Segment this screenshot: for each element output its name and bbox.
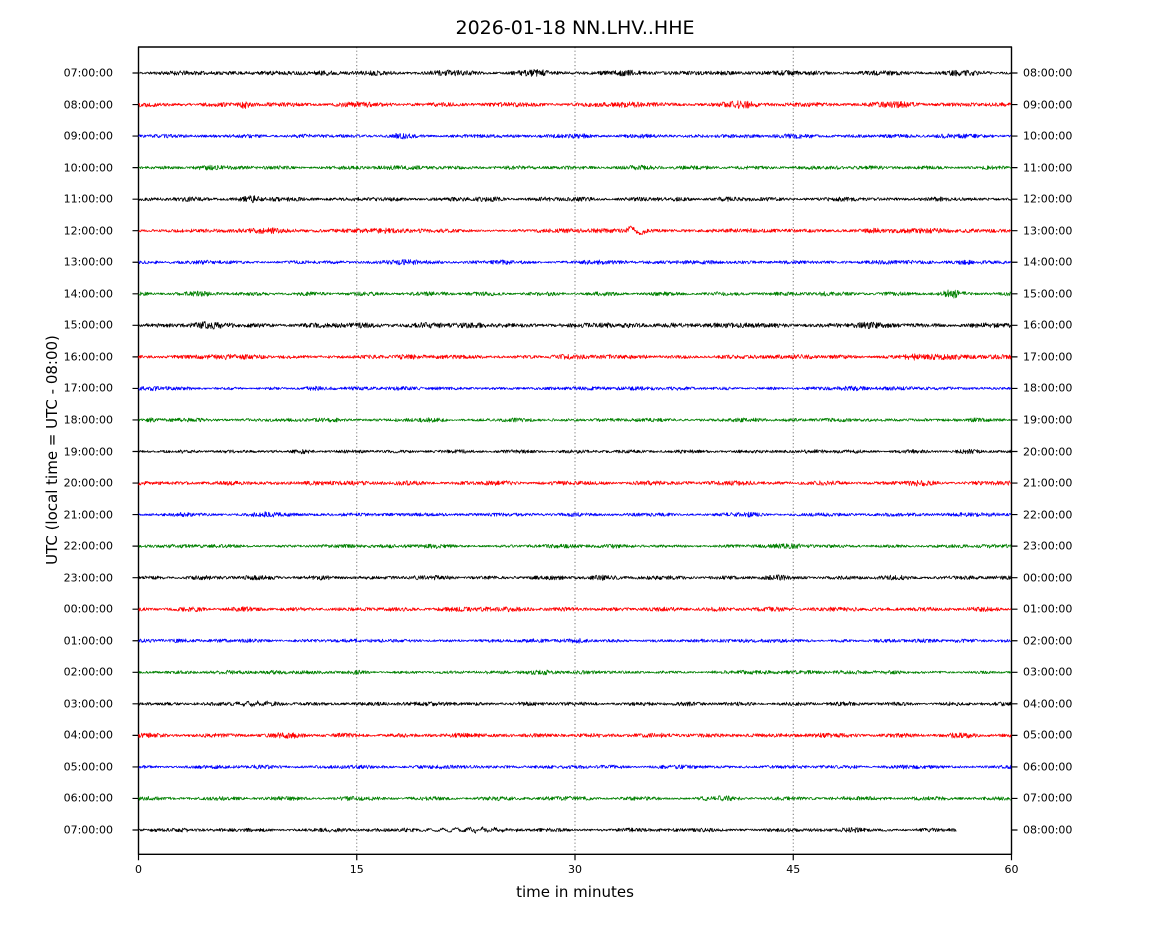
right-time-label: 13:00:00 (1023, 224, 1073, 238)
left-time-label: 00:00:00 (63, 602, 113, 616)
left-time-label: 15:00:00 (63, 318, 113, 332)
x-tick-label: 0 (135, 863, 142, 876)
left-time-label: 09:00:00 (63, 129, 113, 143)
right-time-label: 16:00:00 (1023, 318, 1073, 332)
chart-title: 2026-01-18 NN.LHV..HHE (455, 17, 695, 39)
right-time-label: 10:00:00 (1023, 129, 1073, 143)
right-time-label: 05:00:00 (1023, 728, 1073, 742)
right-time-label: 04:00:00 (1023, 697, 1073, 711)
left-time-label: 20:00:00 (63, 476, 113, 490)
left-time-label: 22:00:00 (63, 539, 113, 553)
left-time-label: 10:00:00 (63, 161, 113, 175)
left-time-label: 07:00:00 (63, 66, 113, 80)
left-time-label: 14:00:00 (63, 287, 113, 301)
x-axis-label: time in minutes (516, 883, 634, 901)
x-tick-label: 60 (1004, 863, 1019, 876)
left-time-label: 06:00:00 (63, 791, 113, 805)
right-time-label: 08:00:00 (1023, 66, 1073, 80)
left-time-label: 03:00:00 (63, 697, 113, 711)
right-time-label: 03:00:00 (1023, 665, 1073, 679)
left-time-label: 05:00:00 (63, 760, 113, 774)
right-time-label: 15:00:00 (1023, 287, 1073, 301)
left-time-label: 17:00:00 (63, 381, 113, 395)
right-time-label: 12:00:00 (1023, 192, 1073, 206)
right-time-label: 06:00:00 (1023, 760, 1073, 774)
right-time-label: 11:00:00 (1023, 161, 1073, 175)
left-time-label: 04:00:00 (63, 728, 113, 742)
right-time-label: 21:00:00 (1023, 476, 1073, 490)
right-time-label: 20:00:00 (1023, 445, 1073, 458)
left-time-label: 18:00:00 (63, 413, 113, 427)
left-time-label: 19:00:00 (63, 445, 113, 458)
right-time-label: 09:00:00 (1023, 98, 1073, 112)
left-time-label: 08:00:00 (63, 98, 113, 112)
right-time-label: 00:00:00 (1023, 571, 1073, 585)
right-time-label: 02:00:00 (1023, 634, 1073, 648)
x-tick-label: 15 (349, 863, 364, 876)
right-time-label: 14:00:00 (1023, 255, 1073, 269)
right-time-label: 23:00:00 (1023, 539, 1073, 553)
left-time-label: 02:00:00 (63, 665, 113, 679)
left-time-label: 11:00:00 (63, 192, 113, 206)
right-time-label: 01:00:00 (1023, 602, 1073, 616)
right-time-label: 22:00:00 (1023, 508, 1073, 522)
y-axis-label: UTC (local time = UTC - 08:00) (43, 335, 61, 565)
right-time-label: 19:00:00 (1023, 413, 1073, 427)
right-time-label: 17:00:00 (1023, 350, 1073, 364)
right-time-label: 07:00:00 (1023, 791, 1073, 805)
left-time-label: 13:00:00 (63, 255, 113, 269)
x-tick-label: 45 (786, 863, 801, 876)
left-time-label: 21:00:00 (63, 508, 113, 522)
x-tick-label: 30 (568, 863, 582, 876)
left-time-label: 16:00:00 (63, 350, 113, 364)
left-time-label: 01:00:00 (63, 634, 113, 648)
left-time-label: 07:00:00 (63, 823, 113, 837)
right-time-label: 08:00:00 (1023, 823, 1073, 837)
right-time-label: 18:00:00 (1023, 381, 1073, 395)
left-time-label: 23:00:00 (63, 571, 113, 585)
left-time-label: 12:00:00 (63, 224, 113, 238)
